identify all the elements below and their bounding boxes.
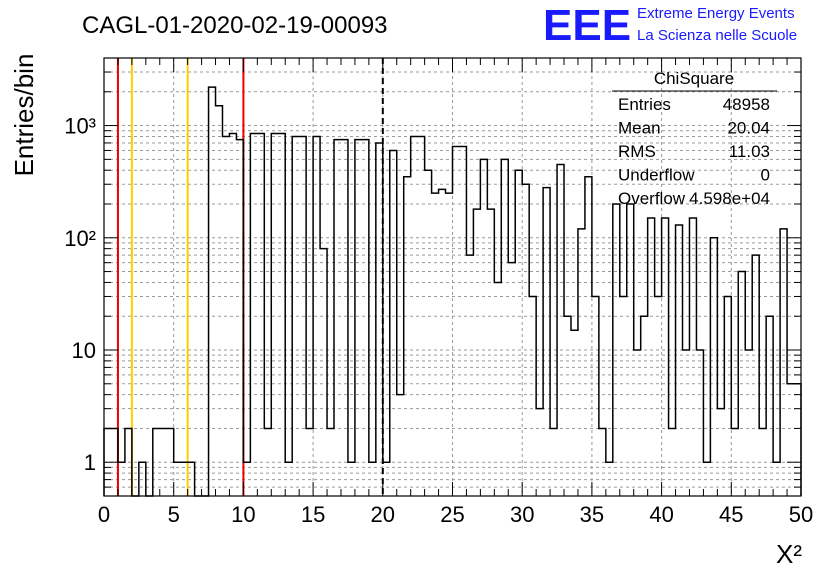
chart-title: CAGL-01-2020-02-19-00093 (82, 12, 388, 39)
axis-ticks (103, 57, 802, 497)
x-tick-label: 15 (301, 502, 325, 527)
x-tick-label: 30 (510, 502, 534, 527)
x-tick-label: 20 (371, 502, 395, 527)
stats-value: 11.03 (729, 142, 770, 161)
y-axis-label: Entries/bin (9, 54, 39, 177)
x-tick-label: 50 (789, 502, 813, 527)
stats-rows: Entries 48958 Mean 20.04 RMS 11.03 Underflow 0 O… (618, 95, 770, 208)
x-tick-label: 10 (231, 502, 255, 527)
stats-label: Underflow (618, 166, 695, 185)
y-tick-label: 1 (84, 450, 96, 475)
x-tick-label: 25 (440, 502, 464, 527)
stats-label: RMS (618, 142, 656, 161)
stats-value: 4.598e+04 (689, 189, 770, 208)
y-tick-label: 10³ (64, 114, 96, 139)
x-axis-label: X² (776, 539, 802, 569)
logo-line-1: Extreme Energy Events (637, 5, 795, 22)
stats-box: ChiSquare Entries 48958 Mean 20.04 RMS 11.03 U… (612, 69, 777, 208)
eee-logo: EEE Extreme Energy Events La Scienza nel… (543, 1, 797, 50)
stats-value: 20.04 (727, 119, 770, 138)
stats-title: ChiSquare (654, 69, 734, 88)
tick-labels: 0 5 10 15 20 25 30 35 40 45 50 1 10 10² 10³ (64, 114, 813, 527)
stats-value: 0 (761, 166, 770, 185)
logo-mark: EEE (543, 1, 631, 50)
x-tick-label: 5 (168, 502, 180, 527)
stats-label: Mean (618, 119, 661, 138)
x-tick-label: 35 (580, 502, 604, 527)
logo-line-2: La Scienza nelle Scuole (637, 27, 797, 44)
stats-label: Overflow (618, 189, 686, 208)
x-tick-label: 0 (98, 502, 110, 527)
stats-value: 48958 (723, 95, 770, 114)
y-tick-label: 10² (64, 226, 96, 251)
histogram-outline (103, 86, 802, 497)
x-tick-label: 40 (649, 502, 673, 527)
stats-label: Entries (618, 95, 671, 114)
y-tick-label: 10 (72, 338, 96, 363)
x-tick-label: 45 (719, 502, 743, 527)
